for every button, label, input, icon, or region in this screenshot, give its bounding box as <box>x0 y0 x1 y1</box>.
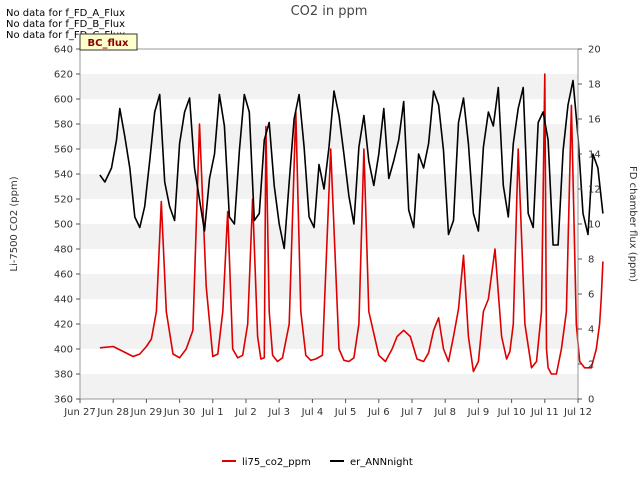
x-tick-label: Jul 2 <box>234 407 257 418</box>
y-left-tick-label: 440 <box>54 295 73 306</box>
plot-background-bands <box>80 74 578 399</box>
y-left-tick-label: 560 <box>54 145 73 156</box>
bc-flux-tag: BC_flux <box>79 33 138 51</box>
y-right-tick-label: 8 <box>588 255 594 266</box>
x-tick-label: Jul 6 <box>367 407 390 418</box>
y-axis-left-label: Li-7500 CO2 (ppm) <box>9 176 20 271</box>
y-right-tick-label: 18 <box>588 80 601 91</box>
y-right-tick-label: 20 <box>588 45 601 56</box>
x-tick-label: Jul 4 <box>301 407 324 418</box>
x-tick-label: Jul 9 <box>467 407 490 418</box>
y-left-tick-label: 500 <box>54 220 73 231</box>
y-left-tick-label: 540 <box>54 170 73 181</box>
y-left-tick-label: 420 <box>54 320 73 331</box>
y-right-tick-label: 6 <box>588 290 594 301</box>
y-right-tick-label: 4 <box>588 325 594 336</box>
series-line-er-annnight <box>99 79 604 250</box>
grid-band <box>80 74 578 99</box>
x-tick-label: Jun 30 <box>163 407 196 418</box>
y-right-tick-label: 14 <box>588 150 601 161</box>
x-tick-label: Jul 10 <box>497 407 526 418</box>
y-axis-right-label: FD chamber flux (ppm) <box>627 166 638 282</box>
grid-band <box>80 374 578 399</box>
legend-label-li75: li75_co2_ppm <box>242 457 311 468</box>
series-lines <box>99 73 604 375</box>
y-right-tick-label: 2 <box>588 360 594 371</box>
bc-flux-label: BC_flux <box>88 38 129 49</box>
y-left-tick-label: 480 <box>54 245 73 256</box>
y-right-tick-label: 12 <box>588 185 601 196</box>
y-left-tick-label: 460 <box>54 270 73 281</box>
legend-label-er-ann: er_ANNnight <box>350 457 413 468</box>
x-tick-label: Jun 27 <box>63 407 96 418</box>
y-left-tick-label: 580 <box>54 120 73 131</box>
y-right-tick-label: 16 <box>588 115 601 126</box>
legend: li75_co2_ppm er_ANNnight <box>222 457 413 468</box>
x-tick-label: Jul 8 <box>433 407 456 418</box>
x-tick-label: Jun 28 <box>96 407 129 418</box>
chart-title: CO2 in ppm <box>291 4 368 19</box>
x-tick-label: Jun 29 <box>130 407 163 418</box>
x-tick-label: Jul 12 <box>563 407 592 418</box>
x-tick-label: Jul 3 <box>267 407 290 418</box>
series-line-li75-co2 <box>99 73 604 375</box>
y-left-tick-label: 620 <box>54 70 73 81</box>
no-data-note-a: No data for f_FD_A_Flux <box>6 8 126 19</box>
y-left-tick-label: 400 <box>54 345 73 356</box>
y-left-tick-label: 380 <box>54 370 73 381</box>
grid-band <box>80 224 578 249</box>
x-tick-label: Jul 1 <box>201 407 224 418</box>
y-left-tick-label: 360 <box>54 395 73 406</box>
no-data-note-b: No data for f_FD_B_Flux <box>6 19 126 30</box>
no-data-note-c: No data for f_FD_C_Flux <box>6 30 126 41</box>
x-tick-label: Jul 7 <box>400 407 423 418</box>
y-right-tick-label: 10 <box>588 220 601 231</box>
axis-ticks: 3603804004204404604805005205405605806006… <box>54 45 601 419</box>
grid-band <box>80 274 578 299</box>
y-left-tick-label: 600 <box>54 95 73 106</box>
y-left-tick-label: 520 <box>54 195 73 206</box>
x-tick-label: Jul 5 <box>334 407 357 418</box>
y-left-tick-label: 640 <box>54 45 73 56</box>
x-tick-label: Jul 11 <box>530 407 559 418</box>
y-right-tick-label: 0 <box>588 395 594 406</box>
grid-band <box>80 324 578 349</box>
